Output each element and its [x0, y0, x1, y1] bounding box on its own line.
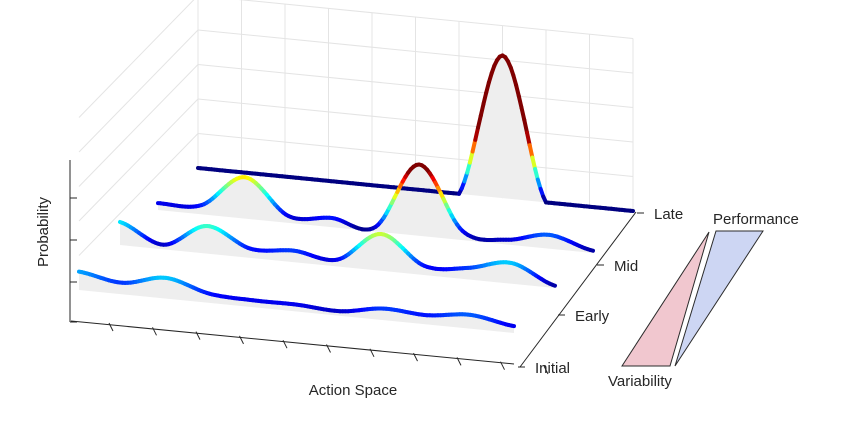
performance-variability-legend: Performance Variability [608, 211, 799, 390]
depth-axis-line [519, 211, 637, 368]
grid-line [78, 29, 199, 153]
x-tick [543, 365, 549, 375]
grid-line [78, 64, 199, 187]
grid-line [78, 0, 195, 118]
variability-label: Variability [608, 373, 672, 390]
series-fill-early [120, 222, 555, 288]
series-line-mid [156, 162, 595, 253]
series-curves [77, 53, 635, 329]
x-tick [413, 352, 418, 362]
z-axis-label: Probability [35, 196, 52, 267]
x-axis-line [70, 320, 515, 365]
x-tick [195, 331, 201, 340]
axes: Initial Early Mid Late [69, 160, 683, 377]
depth-label-late: Late [654, 206, 683, 223]
series-line-late [196, 53, 635, 213]
x-tick [326, 344, 331, 353]
x-axis-label: Action Space [309, 382, 397, 399]
x-tick [239, 335, 244, 345]
x-tick [152, 327, 157, 336]
x-tick [108, 322, 114, 332]
grid [78, 0, 634, 256]
floor-panels [79, 55, 633, 333]
series-fill-late [198, 55, 633, 211]
depth-label-early: Early [575, 308, 610, 325]
variability-triangle [621, 231, 710, 367]
x-tick [456, 357, 462, 366]
x-tick [282, 339, 288, 349]
grid-line [78, 98, 199, 222]
series-line-early [118, 220, 557, 288]
series-line-initial [77, 269, 516, 329]
x-tick [369, 348, 375, 358]
grid-line [78, 133, 199, 256]
depth-label-initial: Initial [535, 360, 570, 377]
depth-label-mid: Mid [614, 258, 638, 275]
performance-label: Performance [713, 211, 799, 228]
x-tick [500, 361, 505, 370]
performance-triangle [674, 230, 764, 367]
series-fill-mid [158, 164, 593, 253]
